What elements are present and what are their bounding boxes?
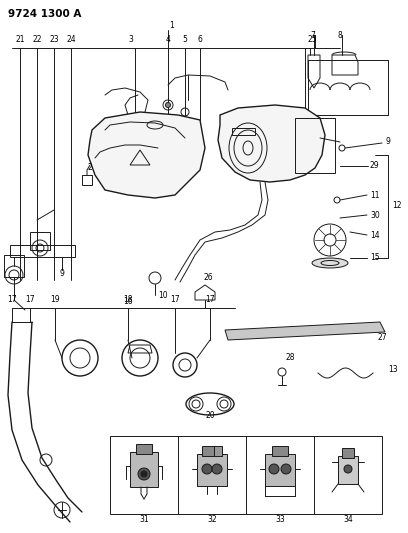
Text: 8: 8 (338, 30, 342, 39)
Ellipse shape (312, 258, 348, 268)
Text: 5: 5 (182, 36, 187, 44)
Text: 13: 13 (388, 366, 398, 375)
Text: 31: 31 (139, 515, 149, 524)
Bar (197, 454, 227, 486)
Text: 23: 23 (49, 36, 59, 44)
Text: 25: 25 (307, 36, 317, 44)
Text: 3: 3 (129, 36, 133, 44)
Text: 18: 18 (123, 295, 133, 304)
Text: 16: 16 (123, 296, 133, 305)
Bar (272, 446, 288, 456)
Text: 20: 20 (205, 411, 215, 421)
Circle shape (202, 464, 212, 474)
Text: 29: 29 (370, 160, 379, 169)
Text: 9: 9 (385, 138, 390, 147)
Bar (30, 232, 50, 250)
Bar (308, 60, 388, 115)
Text: 2: 2 (88, 164, 92, 173)
Text: 6: 6 (197, 36, 202, 44)
Polygon shape (88, 112, 205, 198)
Text: 9: 9 (60, 269, 64, 278)
Text: 24: 24 (66, 36, 76, 44)
Bar (214, 446, 222, 456)
Text: 17: 17 (170, 295, 180, 304)
Text: 28: 28 (285, 353, 295, 362)
Text: 1: 1 (170, 20, 174, 29)
Text: 30: 30 (370, 211, 380, 220)
Text: 17: 17 (25, 295, 35, 304)
Bar (130, 452, 158, 487)
Bar (110, 436, 382, 514)
Circle shape (138, 468, 150, 480)
Bar (338, 456, 358, 484)
Polygon shape (225, 322, 385, 340)
Text: 21: 21 (15, 36, 25, 44)
Bar (265, 454, 295, 486)
Circle shape (344, 465, 352, 473)
Text: 32: 32 (207, 515, 217, 524)
Text: 26: 26 (203, 273, 213, 282)
Text: 27: 27 (378, 334, 388, 343)
Bar (4, 255, 24, 277)
Circle shape (141, 471, 147, 477)
Bar (10, 245, 75, 257)
Text: 7: 7 (310, 30, 315, 39)
Text: 9724 1300 A: 9724 1300 A (8, 9, 81, 19)
Circle shape (212, 464, 222, 474)
Bar (136, 444, 152, 454)
Text: 11: 11 (370, 190, 379, 199)
Text: 4: 4 (166, 36, 171, 44)
Text: 33: 33 (275, 515, 285, 524)
Text: 17: 17 (205, 295, 215, 304)
Polygon shape (218, 105, 325, 182)
Circle shape (166, 102, 171, 108)
Text: 12: 12 (392, 200, 401, 209)
Bar (295, 118, 335, 173)
Circle shape (281, 464, 291, 474)
Text: 14: 14 (370, 230, 379, 239)
Circle shape (269, 464, 279, 474)
Text: 22: 22 (32, 36, 42, 44)
Text: 17: 17 (7, 295, 17, 304)
Bar (202, 446, 214, 456)
Text: 34: 34 (343, 515, 353, 524)
Bar (342, 448, 354, 458)
Text: 10: 10 (158, 290, 168, 300)
Text: 19: 19 (50, 295, 60, 304)
Text: 15: 15 (370, 254, 379, 262)
